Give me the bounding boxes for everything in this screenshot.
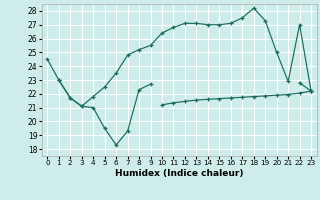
X-axis label: Humidex (Indice chaleur): Humidex (Indice chaleur)	[115, 169, 244, 178]
